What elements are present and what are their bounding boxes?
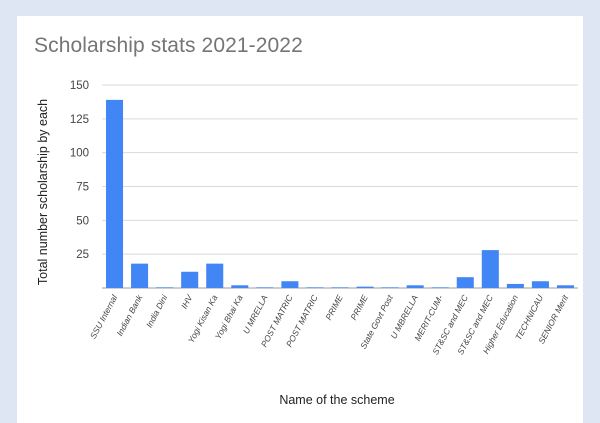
x-category-label: PRIME xyxy=(348,293,370,322)
x-category-label: Indian Bank xyxy=(114,293,144,338)
bars xyxy=(106,99,574,289)
x-category-label: India Dini xyxy=(144,292,170,329)
bar xyxy=(231,285,249,288)
bar xyxy=(281,281,299,288)
bar xyxy=(181,271,199,288)
y-tick-label: 75 xyxy=(76,182,89,194)
bar xyxy=(156,287,174,288)
bar xyxy=(431,287,449,288)
bar xyxy=(131,263,149,288)
bar xyxy=(106,99,124,289)
x-axis-label: Name of the scheme xyxy=(279,393,394,407)
y-tick-label: 125 xyxy=(70,114,89,126)
bar xyxy=(481,250,499,288)
bar xyxy=(406,285,424,288)
bar xyxy=(531,281,549,288)
bar xyxy=(256,287,274,288)
x-category-label: PRIME xyxy=(323,293,345,322)
bar xyxy=(356,286,374,288)
chart-card: Scholarship stats 2021-2022 25 50 75 100 125… xyxy=(17,16,583,423)
gridlines xyxy=(102,84,578,289)
y-tick-label: 50 xyxy=(76,215,89,227)
chart-title: Scholarship stats 2021-2022 xyxy=(34,34,303,57)
x-category-label: U MRELLA xyxy=(241,293,270,336)
y-axis-ticks: 25 50 75 100 125 150 xyxy=(70,80,89,261)
y-axis-label: Total number scholarship by each xyxy=(36,99,50,285)
bar xyxy=(456,277,474,288)
y-tick-label: 100 xyxy=(70,148,89,160)
bar xyxy=(556,285,574,288)
y-tick-label: 150 xyxy=(70,80,89,92)
bar xyxy=(206,263,224,288)
x-category-label: IHV xyxy=(179,292,195,310)
y-tick-label: 25 xyxy=(76,249,89,261)
bar xyxy=(331,287,349,288)
bar xyxy=(306,287,324,288)
bar xyxy=(381,287,399,288)
bar xyxy=(506,283,524,288)
